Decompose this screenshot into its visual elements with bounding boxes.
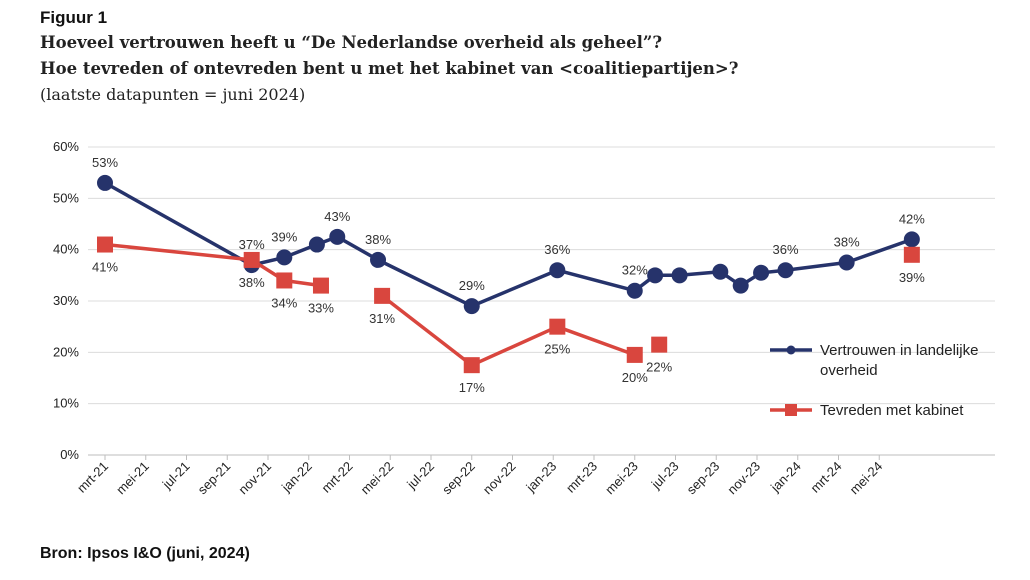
x-tick-label: jan-22 xyxy=(278,459,315,496)
data-point-vertrouwen xyxy=(463,298,480,315)
series-line xyxy=(104,242,322,288)
data-point-vertrouwen xyxy=(671,267,688,284)
data-label: 39% xyxy=(899,270,925,285)
data-point-vertrouwen xyxy=(777,262,794,279)
data-point-vertrouwen xyxy=(329,228,346,245)
data-point-vertrouwen xyxy=(647,267,664,284)
data-label: 22% xyxy=(646,360,672,375)
data-label: 29% xyxy=(459,278,485,293)
data-point-vertrouwen xyxy=(276,249,293,266)
data-label: 39% xyxy=(271,229,297,244)
data-label: 25% xyxy=(544,342,570,357)
x-tick-label: jan-23 xyxy=(523,459,560,496)
x-tick-label: jul-23 xyxy=(648,459,682,493)
data-point-tevreden xyxy=(549,318,566,335)
data-point-vertrouwen xyxy=(97,174,113,191)
data-point-tevreden xyxy=(626,346,643,363)
x-tick-label: mei-21 xyxy=(113,459,152,498)
data-label: 42% xyxy=(899,211,925,226)
x-tick-label: jul-21 xyxy=(159,459,193,493)
y-tick-label: 40% xyxy=(53,242,79,257)
data-label: 41% xyxy=(92,260,118,275)
y-tick-label: 10% xyxy=(53,396,79,411)
data-point-tevreden xyxy=(651,336,668,353)
x-tick-label: mrt-24 xyxy=(807,459,844,496)
data-point-tevreden xyxy=(463,357,480,374)
data-point-vertrouwen xyxy=(626,282,643,299)
y-tick-label: 20% xyxy=(53,344,79,359)
question-1: Hoeveel vertrouwen heeft u “De Nederland… xyxy=(40,33,663,52)
chart-subtitle: (laatste datapunten = juni 2024) xyxy=(40,85,306,104)
figure-label: Figuur 1 xyxy=(40,8,108,27)
x-tick-label: sep-21 xyxy=(195,459,234,498)
data-label: 38% xyxy=(834,235,860,250)
legend-marker xyxy=(785,404,797,416)
y-tick-label: 30% xyxy=(53,293,79,308)
data-point-vertrouwen xyxy=(838,254,855,271)
data-label: 38% xyxy=(365,232,391,247)
data-point-tevreden xyxy=(312,277,329,294)
x-tick-label: mei-24 xyxy=(847,459,886,498)
x-tick-label: mei-22 xyxy=(358,459,397,498)
data-label: 38% xyxy=(239,275,265,290)
x-tick-label: nov-22 xyxy=(480,459,519,498)
legend-marker xyxy=(786,345,796,355)
data-label: 33% xyxy=(308,301,334,316)
data-label: 31% xyxy=(369,311,395,326)
x-tick-label: sep-22 xyxy=(439,459,478,498)
data-label: 17% xyxy=(459,380,485,395)
x-tick-label: nov-23 xyxy=(724,459,763,498)
y-tick-label: 0% xyxy=(60,447,79,462)
data-point-tevreden xyxy=(97,236,113,253)
data-label: 53% xyxy=(92,155,118,170)
data-point-tevreden xyxy=(243,251,260,268)
data-label: 36% xyxy=(773,242,799,257)
data-point-vertrouwen xyxy=(370,251,387,268)
data-point-vertrouwen xyxy=(549,262,566,279)
x-tick-label: jan-24 xyxy=(767,459,804,496)
y-tick-label: 60% xyxy=(53,139,79,154)
source-note: Bron: Ipsos I&O (juni, 2024) xyxy=(40,545,250,562)
data-point-vertrouwen xyxy=(903,231,920,248)
x-tick-label: mrt-23 xyxy=(563,459,600,496)
line-chart: 0%10%20%30%40%50%60%mrt-21 mei-21 jul-21 se… xyxy=(53,139,995,498)
data-point-tevreden xyxy=(276,272,293,289)
legend-label: overheid xyxy=(820,362,878,379)
data-point-vertrouwen xyxy=(732,277,749,294)
y-tick-label: 50% xyxy=(53,190,79,205)
data-label: 34% xyxy=(271,295,297,310)
x-tick-label: sep-23 xyxy=(684,459,723,498)
chart-header: Figuur 1 Hoeveel vertrouwen heeft u “De … xyxy=(40,6,738,108)
x-tick-label: jul-22 xyxy=(403,459,437,493)
data-point-tevreden xyxy=(374,287,391,304)
data-label: 32% xyxy=(622,263,648,278)
question-2: Hoe tevreden of ontevreden bent u met he… xyxy=(40,59,739,78)
x-tick-label: mei-23 xyxy=(602,459,641,498)
legend-label: Vertrouwen in landelijke xyxy=(820,342,978,359)
series-line xyxy=(381,294,636,367)
data-point-vertrouwen xyxy=(753,264,770,281)
legend-label: Tevreden met kabinet xyxy=(820,402,964,419)
data-label: 20% xyxy=(622,370,648,385)
data-point-tevreden xyxy=(903,246,920,263)
data-label: 37% xyxy=(239,237,265,252)
x-tick-label: nov-21 xyxy=(235,459,274,498)
data-point-vertrouwen xyxy=(308,236,325,253)
x-tick-label: mrt-22 xyxy=(318,459,355,496)
data-label: 43% xyxy=(324,209,350,224)
data-label: 36% xyxy=(544,242,570,257)
data-point-vertrouwen xyxy=(712,263,729,280)
x-tick-label: mrt-21 xyxy=(74,459,111,496)
